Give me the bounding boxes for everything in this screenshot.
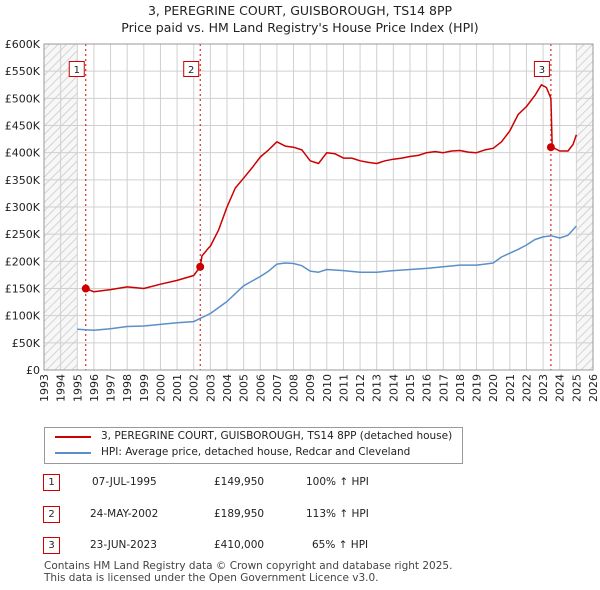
legend-label-property: 3, PEREGRINE COURT, GUISBOROUGH, TS14 8P… (101, 430, 453, 442)
event-label-box (533, 61, 550, 77)
x-tick-label: 1999 (138, 374, 151, 402)
event-label-box (68, 61, 85, 77)
y-tick-label: £200K (5, 255, 41, 268)
row-date: 07-JUL-1995 (92, 476, 157, 488)
y-tick-label: £600K (5, 38, 41, 51)
y-tick-label: £450K (5, 120, 41, 133)
series-line-property (85, 84, 578, 293)
series-line-hpi (77, 225, 577, 332)
x-tick-label: 2026 (587, 374, 600, 402)
sale-point-marker (196, 262, 205, 271)
row-date: 23-JUN-2023 (90, 539, 157, 551)
row-number-badge: 2 (43, 506, 60, 523)
x-tick-label: 1998 (121, 374, 134, 402)
chart-plot: 1 2 3 £0 £50K £100K £150K £200K £250K £300K £350K… (5, 38, 600, 402)
x-tick-label: 2005 (238, 374, 251, 402)
x-tick-label: 2001 (171, 374, 184, 402)
x-tick-label: 2017 (437, 374, 450, 402)
event-label-text: 3 (539, 65, 545, 76)
y-tick-label: £300K (5, 201, 41, 214)
legend-swatch-hpi (55, 452, 91, 454)
y-tick-label: £350K (5, 174, 41, 187)
event-label-box (183, 61, 200, 77)
x-tick-label: 1995 (71, 374, 84, 402)
row-price: £410,000 (214, 539, 265, 551)
x-tick-label: 2023 (537, 374, 550, 402)
y-tick-label: £500K (5, 92, 41, 105)
legend-swatch-property (55, 436, 91, 438)
x-tick-label: 2025 (570, 374, 583, 402)
x-tick-label: 2013 (371, 374, 384, 402)
x-tick-label: 2000 (154, 374, 167, 402)
x-tick-label: 2022 (520, 374, 533, 402)
chart-title: 3, PEREGRINE COURT, GUISBOROUGH, TS14 8P… (147, 3, 453, 18)
x-tick-label: 2020 (487, 374, 500, 402)
x-tick-label: 2010 (321, 374, 334, 402)
x-tick-label: 2006 (254, 374, 267, 402)
row-date: 24-MAY-2002 (90, 508, 159, 520)
legend-label-hpi: HPI: Average price, detached house, Redc… (101, 446, 411, 458)
x-tick-label: 2021 (504, 374, 517, 402)
x-tick-label: 2015 (404, 374, 417, 402)
x-tick-label: 2014 (387, 374, 400, 402)
x-tick-label: 1997 (105, 374, 118, 402)
y-tick-label: £100K (5, 310, 41, 323)
x-tick-label: 2019 (471, 374, 484, 402)
x-tick-label: 1993 (38, 374, 51, 402)
y-tick-label: £400K (5, 147, 41, 160)
row-price: £189,950 (214, 508, 265, 520)
chart-subtitle: Price paid vs. HM Land Registry's House … (121, 20, 479, 35)
row-hpi: 113% ↑ HPI (306, 508, 369, 520)
footer-copyright: Contains HM Land Registry data © Crown c… (44, 560, 453, 572)
footer-licence: This data is licensed under the Open Gov… (44, 572, 379, 584)
x-tick-label: 2011 (337, 374, 350, 402)
row-number-badge: 3 (43, 537, 60, 554)
x-tick-label: 2002 (188, 374, 201, 402)
y-tick-label: £550K (5, 65, 41, 78)
x-tick-label: 1996 (88, 374, 101, 402)
y-tick-label: £0 (26, 364, 40, 377)
legend: 3, PEREGRINE COURT, GUISBOROUGH, TS14 8P… (44, 427, 463, 464)
row-hpi: 65% ↑ HPI (312, 539, 369, 551)
sale-point-marker (81, 284, 90, 293)
x-tick-label: 2012 (354, 374, 367, 402)
x-tick-label: 2009 (304, 374, 317, 402)
x-tick-label: 2024 (554, 374, 567, 402)
x-tick-label: 2003 (204, 374, 217, 402)
y-tick-label: £150K (5, 283, 41, 296)
x-tick-label: 2018 (454, 374, 467, 402)
sale-point-marker (546, 143, 555, 152)
y-tick-label: £50K (12, 337, 41, 350)
x-tick-label: 2004 (221, 374, 234, 402)
x-tick-label: 1994 (55, 374, 68, 402)
x-tick-label: 2016 (421, 374, 434, 402)
x-tick-label: 2008 (288, 374, 301, 402)
x-tick-label: 2007 (271, 374, 284, 402)
event-label-text: 1 (74, 65, 80, 76)
y-tick-label: £250K (5, 228, 41, 241)
event-label-text: 2 (188, 65, 194, 76)
row-number-badge: 1 (43, 474, 60, 491)
row-price: £149,950 (214, 476, 265, 488)
row-hpi: 100% ↑ HPI (306, 476, 369, 488)
plot-border (43, 43, 594, 371)
